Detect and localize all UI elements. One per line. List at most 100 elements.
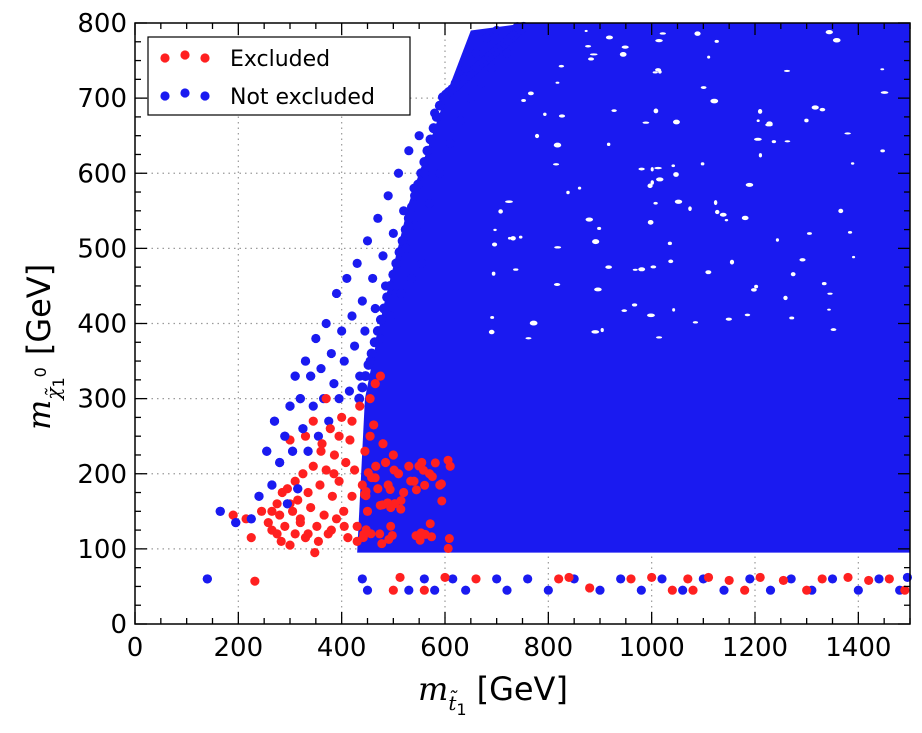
- dense-region-gap: [832, 37, 841, 43]
- excluded-point: [345, 435, 355, 445]
- not-excluded-point: [765, 585, 776, 595]
- legend-marker-excluded: [160, 50, 210, 63]
- legend-box: [147, 36, 411, 116]
- dense-edge-point: [375, 314, 386, 325]
- excluded-point: [310, 548, 320, 558]
- not-excluded-point: [357, 574, 367, 584]
- excluded-point: [375, 500, 385, 510]
- y-axis-title: mχ̃10 [GeV]: [20, 264, 68, 430]
- dense-edge-point: [425, 134, 436, 145]
- not-excluded-point: [365, 356, 375, 366]
- dense-region-gap: [638, 167, 645, 171]
- excluded-point: [334, 476, 344, 486]
- excluded-point: [321, 465, 331, 475]
- excluded-point: [313, 536, 324, 546]
- excluded-point: [370, 379, 380, 389]
- not-excluded-point: [383, 191, 393, 201]
- y-axis-subscript-index: 1: [49, 377, 68, 387]
- not-excluded-point: [502, 585, 512, 595]
- excluded-point: [276, 536, 286, 546]
- dense-region-gap: [715, 209, 720, 215]
- dense-region-gap: [577, 186, 582, 190]
- dense-region-gap: [745, 182, 754, 187]
- not-excluded-point: [476, 78, 486, 88]
- not-excluded-dense-region: [357, 23, 911, 553]
- excluded-point: [817, 574, 827, 584]
- dense-region-gap: [585, 217, 594, 222]
- excluded-point: [393, 469, 404, 479]
- not-excluded-point: [321, 318, 331, 329]
- not-excluded-point: [595, 585, 605, 595]
- dense-region-gap: [783, 295, 788, 301]
- axis-ticks: [134, 22, 911, 625]
- not-excluded-point: [386, 311, 396, 321]
- excluded-point: [395, 572, 405, 583]
- dense-region-gap: [672, 119, 680, 125]
- not-excluded-point: [853, 585, 863, 595]
- excluded-point: [347, 491, 357, 501]
- not-excluded-point: [745, 574, 755, 584]
- x-tick-label: 200: [214, 633, 264, 663]
- not-excluded-point: [347, 311, 357, 321]
- not-excluded-point: [202, 574, 212, 584]
- not-excluded-point: [306, 371, 316, 381]
- not-excluded-point: [417, 258, 427, 268]
- excluded-point: [373, 484, 383, 494]
- dense-region-gap: [650, 167, 654, 172]
- not-excluded-point: [337, 326, 347, 336]
- dense-region-gap: [790, 272, 796, 277]
- excluded-point: [306, 502, 316, 513]
- not-excluded-point: [344, 386, 355, 396]
- excluded-point: [290, 476, 300, 486]
- y-axis-subscript: χ̃: [41, 386, 65, 402]
- excluded-point: [417, 457, 427, 468]
- excluded-point: [339, 506, 349, 516]
- excluded-point: [437, 496, 447, 506]
- dense-region-gap: [757, 109, 763, 114]
- not-excluded-point: [262, 446, 272, 456]
- excluded-point: [683, 574, 693, 584]
- excluded-point: [626, 574, 636, 584]
- dense-region-gap: [673, 172, 679, 177]
- dense-edge-point: [422, 145, 433, 156]
- excluded-point: [228, 510, 238, 520]
- x-tick-label: 1400: [825, 633, 891, 663]
- excluded-point: [339, 521, 349, 531]
- excluded-point: [317, 439, 327, 449]
- dense-region-gap: [741, 215, 749, 221]
- not-excluded-point: [543, 585, 553, 595]
- dense-region-gap: [880, 149, 885, 153]
- excluded-point: [420, 480, 430, 490]
- excluded-point: [864, 575, 874, 586]
- dense-region-gap: [880, 91, 889, 94]
- excluded-point: [349, 465, 360, 475]
- not-excluded-point: [342, 273, 352, 284]
- excluded-point: [319, 510, 329, 520]
- dense-region-gap: [756, 119, 760, 123]
- dense-region-gap: [694, 31, 701, 36]
- dense-region-gap: [819, 107, 826, 112]
- not-excluded-point: [440, 93, 450, 103]
- dense-region-gap: [710, 98, 719, 104]
- legend-label-not-excluded: Not excluded: [230, 85, 375, 110]
- dense-region-gap: [525, 337, 532, 340]
- not-excluded-point: [355, 371, 365, 381]
- dense-region-gap: [555, 81, 560, 84]
- excluded-point: [308, 461, 318, 471]
- dense-region-gap: [659, 32, 666, 35]
- dense-region-gap: [621, 309, 628, 313]
- not-excluded-point: [303, 446, 313, 456]
- dense-region-gap: [491, 271, 496, 276]
- excluded-point: [246, 533, 256, 543]
- not-excluded-point: [267, 480, 277, 490]
- dense-region-gap: [765, 123, 773, 127]
- legend-marker-dot: [180, 50, 190, 60]
- legend-marker-dot: [160, 53, 170, 63]
- not-excluded-point: [512, 22, 522, 32]
- dense-region-gap: [654, 166, 662, 170]
- dense-region-gap: [510, 236, 516, 241]
- excluded-point: [362, 506, 373, 516]
- not-excluded-point: [391, 258, 401, 268]
- dense-region-gap: [521, 98, 526, 103]
- dense-edge-point: [382, 292, 393, 303]
